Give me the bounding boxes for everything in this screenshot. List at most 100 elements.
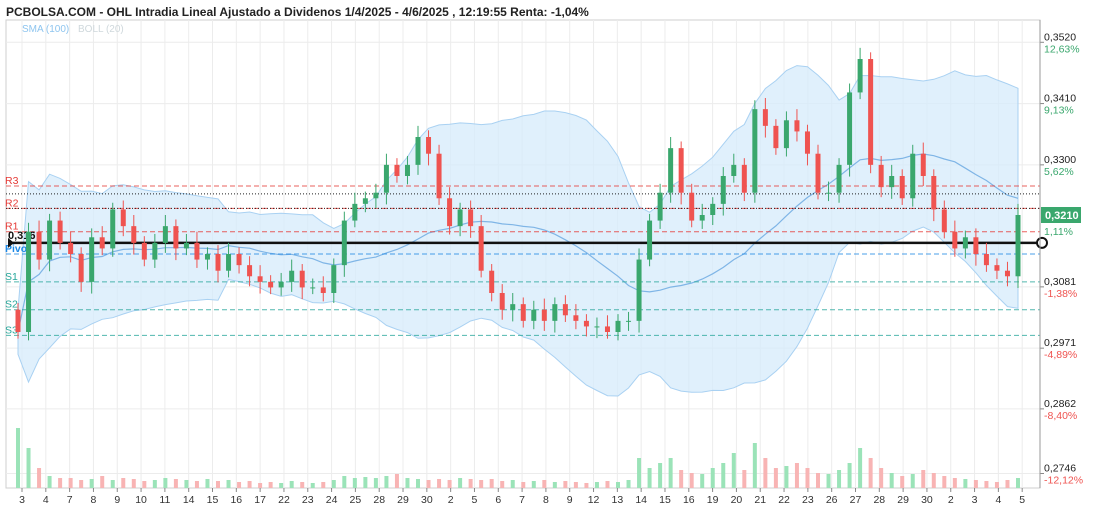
candle-body xyxy=(362,198,368,204)
candle-body xyxy=(57,220,63,243)
volume-bar xyxy=(984,481,989,488)
candle-body xyxy=(941,209,947,232)
candle-body xyxy=(426,137,432,154)
candle-body xyxy=(962,237,968,249)
x-tick-label: 4 xyxy=(995,494,1001,506)
candle-body xyxy=(573,315,579,321)
volume-bar xyxy=(721,463,726,488)
candle-body xyxy=(626,320,632,322)
candle-body xyxy=(257,276,263,282)
volume-bar xyxy=(647,468,652,488)
volume-bar xyxy=(931,473,936,488)
volume-bar xyxy=(794,463,799,488)
volume-bar xyxy=(289,481,294,488)
y-tick-label: 0,3520 xyxy=(1044,31,1076,43)
candle-body xyxy=(741,164,747,193)
candle-body xyxy=(447,198,453,227)
candle-body xyxy=(183,242,189,249)
y-tick-label: 0,3300 xyxy=(1044,154,1076,166)
volume-bar xyxy=(416,479,420,488)
x-tick-label: 14 xyxy=(183,494,195,506)
volume-bar xyxy=(858,448,863,488)
candle-body xyxy=(678,148,684,193)
volume-bar xyxy=(279,483,284,488)
candle-body xyxy=(868,59,874,165)
candle-body xyxy=(594,326,600,328)
volume-bar xyxy=(131,479,136,488)
reference-line-label: 0,316 xyxy=(8,230,36,242)
candle-body xyxy=(952,231,958,249)
candle-body xyxy=(562,304,568,316)
y-tick-label: 0,3081 xyxy=(1044,276,1076,288)
volume-bar xyxy=(616,482,620,488)
candle-body xyxy=(604,326,610,332)
volume-bar xyxy=(321,482,326,488)
candle-body xyxy=(352,203,358,221)
volume-bar xyxy=(142,481,147,488)
candle-body xyxy=(583,320,589,327)
candle-body xyxy=(910,153,916,199)
volume-bar xyxy=(216,481,220,488)
volume-bar xyxy=(205,479,210,488)
candle-body xyxy=(478,226,484,271)
volume-bar xyxy=(752,443,757,488)
volume-bar xyxy=(521,482,526,488)
volume-bar xyxy=(447,480,452,488)
pivot-level-label: R1 xyxy=(5,221,19,233)
x-tick-label: 7 xyxy=(67,494,73,506)
candle-body xyxy=(457,209,463,227)
candle-body xyxy=(499,293,505,310)
volume-bar xyxy=(26,448,31,488)
volume-bar xyxy=(226,480,231,488)
volume-bar xyxy=(426,480,431,488)
candle-body xyxy=(899,176,905,199)
x-tick-label: 22 xyxy=(778,494,790,506)
volume-bar xyxy=(16,428,20,488)
candle-body xyxy=(720,176,726,204)
volume-bar xyxy=(994,482,999,488)
volume-bar xyxy=(784,466,789,488)
candle-body xyxy=(794,120,800,132)
x-tick-label: 16 xyxy=(683,494,695,506)
volume-bar xyxy=(510,480,515,488)
candle-body xyxy=(857,59,863,93)
candle-body xyxy=(615,320,621,332)
volume-bar xyxy=(584,483,589,488)
x-tick-label: 28 xyxy=(873,494,885,506)
x-tick-label: 26 xyxy=(826,494,838,506)
volume-bar xyxy=(1005,480,1010,488)
candle-body xyxy=(99,237,105,249)
date-axis: 3 4 7 8 9 10 11 14 15 16 17 22 23 24 25 28 29 30 2 5 6 7 8 9 12 1… xyxy=(19,488,1025,506)
candle-body xyxy=(920,153,926,176)
x-tick-label: 10 xyxy=(135,494,147,506)
candle-body xyxy=(320,287,326,293)
candle-body xyxy=(152,242,158,260)
pivot-level-label: R3 xyxy=(5,175,19,187)
volume-bar xyxy=(952,478,957,488)
volume-bar xyxy=(152,480,157,488)
x-tick-label: 2 xyxy=(948,494,954,506)
volume-bar xyxy=(110,480,115,488)
candle-body xyxy=(552,304,558,321)
y-tick-percent: 9,13% xyxy=(1044,105,1074,117)
volume-bar xyxy=(763,458,768,488)
x-tick-label: 12 xyxy=(588,494,600,506)
candle-body xyxy=(1015,215,1021,277)
x-tick-label: 24 xyxy=(326,494,338,506)
pivot-level-label: R2 xyxy=(5,197,19,209)
x-tick-label: 2 xyxy=(448,494,454,506)
y-tick-percent: -1,38% xyxy=(1044,288,1077,300)
volume-bar xyxy=(500,481,505,488)
x-tick-label: 5 xyxy=(472,494,478,506)
volume-bar xyxy=(458,478,463,488)
x-tick-label: 5 xyxy=(1019,494,1025,506)
y-tick-percent: -4,89% xyxy=(1044,349,1077,361)
volume-bar xyxy=(394,474,399,488)
volume-bar xyxy=(542,480,547,488)
x-tick-label: 22 xyxy=(278,494,290,506)
boll-legend: BOLL (20) xyxy=(78,24,124,35)
volume-bar xyxy=(363,477,368,488)
volume-bar xyxy=(89,479,94,488)
volume-bar xyxy=(68,478,73,488)
y-tick-percent: 12,63% xyxy=(1044,43,1080,55)
